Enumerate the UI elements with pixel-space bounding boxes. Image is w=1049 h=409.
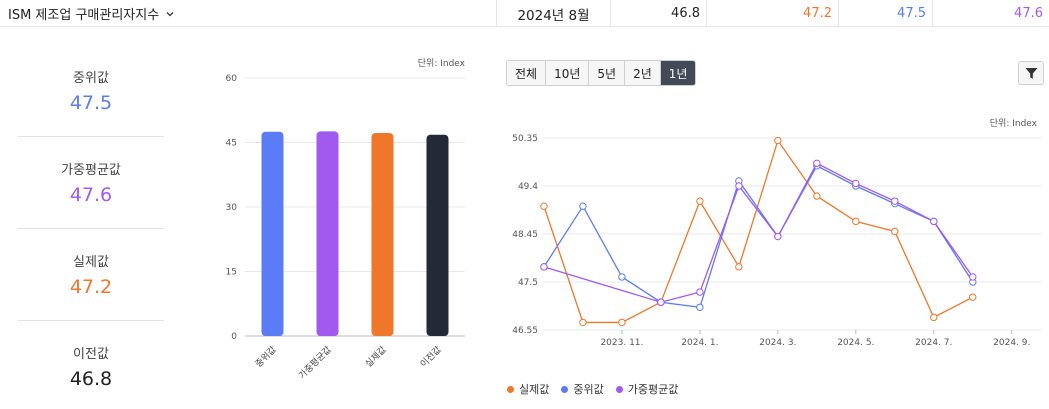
data-point bbox=[579, 318, 587, 327]
data-point bbox=[657, 298, 665, 306]
x-tick-label: 실제값 bbox=[363, 344, 389, 370]
bar bbox=[261, 131, 284, 336]
indicator-selector[interactable]: ISM 제조업 구매관리자지수 bbox=[8, 0, 175, 27]
data-point bbox=[618, 273, 626, 281]
median-value-cell: 47.5 bbox=[838, 0, 932, 27]
bar bbox=[426, 134, 449, 336]
data-point bbox=[735, 263, 743, 271]
y-tick-label: 45 bbox=[226, 139, 237, 149]
data-point bbox=[813, 192, 821, 200]
period-button-10y[interactable]: 10년 bbox=[546, 61, 590, 85]
data-point bbox=[540, 202, 548, 210]
data-point bbox=[735, 182, 743, 190]
x-tick-label: 2023. 11. bbox=[600, 338, 643, 348]
y-tick-label: 48.45 bbox=[512, 230, 538, 240]
stat-label: 이전값 bbox=[73, 347, 109, 362]
period-button-1y[interactable]: 1년 bbox=[660, 61, 696, 85]
actual-value-cell: 47.2 bbox=[706, 0, 838, 27]
stats-panel: 중위값 47.5 가중평균값 47.6 실제값 47.2 이전값 46.8 bbox=[18, 45, 164, 409]
period-selector: 전체 10년 5년 2년 1년 bbox=[506, 60, 697, 86]
data-point bbox=[696, 303, 704, 311]
data-point bbox=[891, 227, 899, 236]
filter-button[interactable] bbox=[1018, 61, 1044, 85]
data-point bbox=[852, 217, 860, 226]
y-tick-label: 0 bbox=[231, 332, 237, 342]
data-point bbox=[579, 202, 587, 210]
legend-label: 가중평균값 bbox=[627, 383, 679, 396]
y-tick-label: 46.55 bbox=[512, 326, 538, 336]
stat-previous: 이전값 46.8 bbox=[18, 321, 164, 409]
legend-label: 중위값 bbox=[573, 383, 604, 396]
legend-dot bbox=[561, 385, 569, 393]
data-point bbox=[774, 232, 782, 241]
data-point bbox=[930, 217, 938, 226]
stat-weighted: 가중평균값 47.6 bbox=[18, 137, 164, 229]
stat-actual: 실제값 47.2 bbox=[18, 229, 164, 321]
x-tick-label: 가중평균값 bbox=[296, 344, 334, 382]
y-tick-label: 60 bbox=[226, 74, 238, 84]
legend-dot bbox=[507, 385, 514, 393]
stat-label: 가중평균값 bbox=[61, 163, 121, 178]
bar bbox=[371, 133, 394, 336]
unit-label: 단위: Index bbox=[418, 58, 466, 69]
filter-icon bbox=[1025, 67, 1037, 79]
line-chart-legend: 실제값 중위값 가중평균값 bbox=[507, 381, 690, 397]
previous-value-cell: 46.8 bbox=[610, 0, 706, 27]
history-line-chart: 단위: Index 46.55 47.5 48.45 49.4 50.35 2023. 11… bbox=[512, 118, 1041, 348]
data-point bbox=[774, 136, 782, 145]
stat-value: 47.2 bbox=[69, 276, 113, 298]
period-button-all[interactable]: 전체 bbox=[507, 61, 547, 85]
unit-label: 단위: Index bbox=[990, 118, 1038, 129]
data-point bbox=[852, 179, 860, 188]
data-point bbox=[540, 263, 548, 271]
data-point bbox=[969, 273, 977, 281]
release-date: 2024년 8월 bbox=[496, 0, 610, 27]
stat-value: 47.6 bbox=[69, 184, 113, 206]
x-tick-label: 중위값 bbox=[253, 344, 279, 370]
period-button-2y[interactable]: 2년 bbox=[625, 61, 661, 85]
data-point bbox=[696, 197, 704, 205]
legend-dot bbox=[615, 385, 623, 393]
data-point bbox=[891, 197, 899, 205]
legend-item-median[interactable]: 중위값 bbox=[561, 381, 604, 397]
stat-label: 실제값 bbox=[73, 255, 109, 270]
stat-value: 46.8 bbox=[69, 368, 113, 390]
x-tick-label: 2024. 7. bbox=[915, 338, 952, 348]
data-point bbox=[969, 293, 977, 301]
y-tick-label: 49.4 bbox=[518, 182, 538, 192]
x-tick-label: 2024. 9. bbox=[993, 338, 1030, 348]
data-point bbox=[813, 159, 821, 167]
x-tick-label: 2024. 1. bbox=[681, 338, 718, 348]
y-tick-label: 50.35 bbox=[512, 134, 538, 144]
legend-item-actual[interactable]: 실제값 bbox=[507, 381, 549, 397]
indicator-header: ISM 제조업 구매관리자지수 2024년 8월 46.8 47.2 47.5 … bbox=[0, 0, 1049, 27]
x-tick-label: 2024. 5. bbox=[837, 338, 874, 348]
stat-label: 중위값 bbox=[73, 71, 109, 86]
x-tick-label: 이전값 bbox=[418, 344, 444, 370]
comparison-bar-chart: 단위: Index 0 15 30 45 60 중위값 가중평균값 실제값 이전값 bbox=[226, 58, 466, 382]
chevron-down-icon bbox=[166, 11, 174, 16]
stat-median: 중위값 47.5 bbox=[18, 45, 164, 137]
data-point bbox=[618, 318, 626, 327]
legend-item-weighted[interactable]: 가중평균값 bbox=[615, 381, 679, 397]
data-point bbox=[930, 313, 938, 322]
x-tick-label: 2024. 3. bbox=[759, 338, 796, 348]
weighted-value-cell: 47.6 bbox=[932, 0, 1049, 27]
indicator-title: ISM 제조업 구매관리자지수 bbox=[8, 8, 160, 23]
data-point bbox=[696, 288, 704, 296]
bar bbox=[316, 131, 339, 336]
stat-value: 47.5 bbox=[69, 92, 113, 114]
series-line bbox=[543, 162, 974, 303]
y-tick-label: 30 bbox=[226, 203, 238, 213]
series-line bbox=[543, 139, 974, 324]
y-tick-label: 15 bbox=[226, 268, 237, 278]
series-line bbox=[543, 164, 974, 308]
period-button-5y[interactable]: 5년 bbox=[589, 61, 626, 85]
legend-label: 실제값 bbox=[519, 383, 550, 396]
y-tick-label: 47.5 bbox=[518, 278, 538, 288]
